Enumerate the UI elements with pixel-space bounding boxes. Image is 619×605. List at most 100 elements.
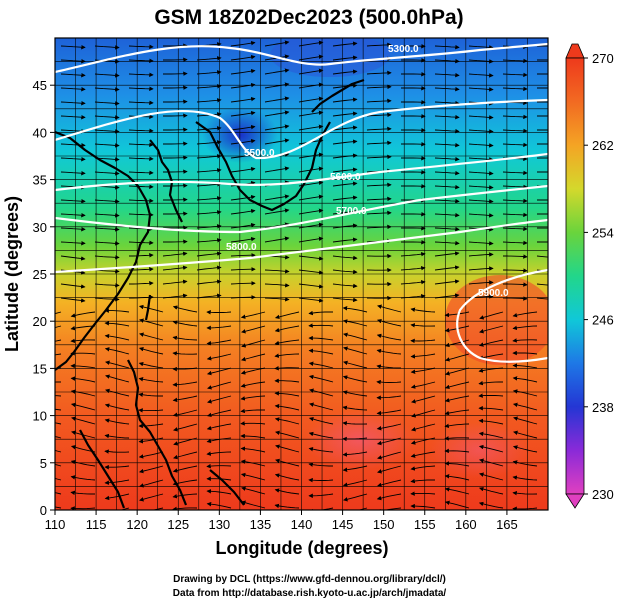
streamline bbox=[411, 423, 436, 432]
streamline bbox=[444, 381, 470, 390]
y-tick-label: 20 bbox=[33, 314, 47, 329]
streamline bbox=[207, 381, 232, 390]
streamline bbox=[410, 367, 436, 374]
streamline bbox=[275, 458, 300, 467]
streamline bbox=[400, 265, 426, 271]
streamline bbox=[104, 493, 130, 501]
streamline bbox=[206, 423, 232, 431]
streamline bbox=[274, 403, 300, 411]
streamline bbox=[400, 293, 426, 299]
streamline bbox=[502, 72, 528, 78]
x-tick-label: 145 bbox=[332, 517, 354, 532]
streamline bbox=[410, 491, 436, 496]
y-tick-label: 40 bbox=[33, 125, 47, 140]
streamline bbox=[139, 318, 164, 327]
streamline bbox=[332, 139, 358, 145]
streamline bbox=[138, 377, 164, 383]
streamline bbox=[172, 381, 198, 387]
streamline bbox=[128, 72, 154, 78]
streamline bbox=[332, 55, 358, 61]
streamline bbox=[308, 507, 334, 510]
streamline bbox=[55, 506, 62, 509]
streamline bbox=[366, 126, 392, 132]
streamline bbox=[128, 198, 154, 204]
streamline bbox=[468, 280, 494, 285]
streamline bbox=[105, 374, 130, 383]
streamline bbox=[410, 478, 435, 484]
streamline bbox=[298, 255, 324, 261]
streamline bbox=[104, 403, 130, 411]
streamline bbox=[376, 348, 402, 355]
streamline bbox=[512, 376, 538, 383]
x-axis-label: Longitude (degrees) bbox=[215, 538, 388, 558]
streamline bbox=[298, 124, 324, 131]
colorbar-tick-label: 262 bbox=[592, 138, 614, 153]
y-tick-label: 15 bbox=[33, 361, 47, 376]
streamline bbox=[274, 391, 300, 397]
streamline bbox=[468, 252, 494, 257]
streamline bbox=[478, 393, 504, 398]
streamline bbox=[206, 339, 232, 346]
streamline bbox=[332, 283, 358, 289]
streamline bbox=[478, 339, 504, 347]
streamline bbox=[298, 110, 324, 117]
streamline bbox=[196, 56, 222, 61]
streamline bbox=[60, 142, 86, 148]
streamline bbox=[445, 353, 470, 362]
streamline bbox=[240, 408, 266, 414]
streamline bbox=[70, 376, 96, 383]
streamline bbox=[55, 492, 62, 495]
streamline bbox=[240, 446, 266, 453]
streamline bbox=[94, 199, 120, 204]
streamline bbox=[502, 142, 528, 148]
streamline bbox=[60, 212, 86, 218]
streamline bbox=[468, 241, 494, 246]
streamline bbox=[230, 166, 256, 173]
streamline bbox=[332, 209, 358, 215]
streamline bbox=[332, 153, 358, 159]
streamline bbox=[298, 96, 324, 103]
streamline bbox=[444, 423, 470, 429]
streamline bbox=[411, 395, 436, 404]
streamline bbox=[172, 493, 198, 499]
streamline bbox=[298, 222, 324, 229]
korea-coast bbox=[149, 139, 183, 223]
streamline bbox=[196, 154, 222, 159]
streamline bbox=[468, 199, 494, 204]
streamline bbox=[55, 408, 62, 411]
streamline bbox=[162, 265, 188, 271]
streamline bbox=[152, 507, 164, 510]
streamline bbox=[138, 423, 164, 429]
streamline bbox=[536, 283, 548, 286]
streamline bbox=[240, 367, 266, 375]
streamline bbox=[163, 183, 188, 188]
plot-area: 5300.0 5500.0 5600.0 5700.0 5800.0 5900.… bbox=[55, 38, 548, 510]
y-axis-label: Latitude (degrees) bbox=[2, 196, 22, 352]
y-tick-label: 0 bbox=[40, 503, 47, 518]
streamline bbox=[163, 211, 188, 216]
streamline bbox=[163, 141, 188, 146]
streamline bbox=[94, 101, 120, 106]
streamline bbox=[298, 297, 324, 303]
colorbar-tick-label: 238 bbox=[592, 400, 614, 415]
streamline bbox=[264, 40, 290, 47]
colorbar: 230 238 246 254 262 270 bbox=[565, 43, 614, 509]
streamline bbox=[206, 437, 232, 444]
streamline bbox=[298, 236, 324, 243]
streamline bbox=[60, 114, 86, 120]
streamline bbox=[343, 346, 368, 355]
streamline bbox=[512, 402, 538, 411]
streamline bbox=[479, 458, 504, 467]
streamline bbox=[264, 297, 290, 302]
streamline bbox=[196, 210, 222, 215]
streamline bbox=[55, 353, 62, 356]
streamline bbox=[274, 488, 300, 495]
streamline bbox=[274, 417, 300, 425]
streamline bbox=[468, 213, 494, 218]
streamline bbox=[275, 444, 300, 453]
streamline bbox=[196, 84, 222, 89]
streamline bbox=[478, 418, 504, 425]
streamline bbox=[342, 405, 368, 411]
streamline bbox=[230, 294, 256, 300]
streamline bbox=[502, 114, 528, 120]
